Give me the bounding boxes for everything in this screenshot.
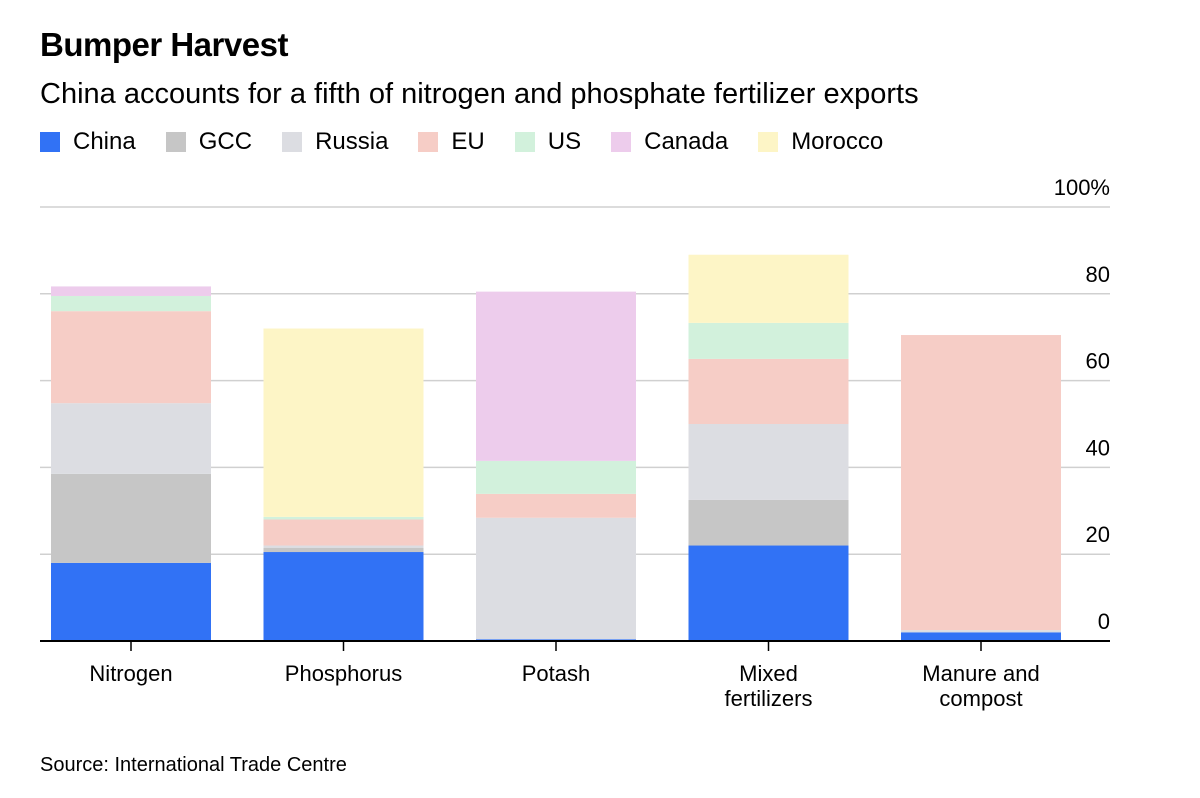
bar-nitrogen-eu: [51, 311, 211, 404]
chart-subtitle: China accounts for a fifth of nitrogen a…: [40, 78, 919, 110]
bar-mixed-fertilizers-us: [688, 322, 849, 359]
bar-nitrogen-gcc: [51, 473, 211, 563]
bar-nitrogen-china: [51, 562, 211, 641]
bar-potash-russia: [476, 517, 636, 640]
bar-phosphorus-russia: [263, 545, 424, 548]
legend-label-us: US: [547, 128, 582, 155]
legend-swatch-us: [514, 132, 535, 152]
legend-label-gcc: GCC: [198, 128, 253, 155]
bar-nitrogen-russia: [51, 403, 211, 474]
legend-swatch-russia: [282, 132, 303, 152]
legend-label-china: China: [73, 128, 136, 155]
bar-potash-eu: [476, 493, 636, 518]
legend-item-morocco: Morocco: [758, 128, 883, 156]
legend-label-canada: Canada: [644, 128, 729, 155]
legend-swatch-eu: [418, 132, 439, 152]
bar-mixed-fertilizers-gcc: [688, 499, 849, 546]
legend-swatch-canada: [611, 132, 632, 152]
bar-phosphorus-gcc: [263, 547, 424, 553]
legend-item-us: US: [514, 128, 582, 156]
x-tick-label-manure-and-compost: Manure and compost: [922, 661, 1039, 711]
y-tick-label-20: 20: [1086, 522, 1110, 547]
bar-manure-and-compost-china: [901, 632, 1061, 641]
bar-mixed-fertilizers-eu: [688, 358, 849, 424]
x-tick-label-phosphorus: Phosphorus: [285, 661, 402, 686]
bar-phosphorus-china: [263, 552, 424, 641]
x-tick-label-nitrogen: Nitrogen: [89, 661, 172, 686]
legend-item-china: China: [40, 128, 136, 156]
legend-label-russia: Russia: [315, 128, 389, 155]
y-tick-label-60: 60: [1086, 349, 1110, 374]
y-tick-label-100: 100%: [1054, 175, 1110, 200]
bar-phosphorus-morocco: [263, 328, 424, 517]
bar-phosphorus-us: [263, 516, 424, 520]
legend: China GCC Russia EU US Canada Morocco: [40, 128, 913, 156]
bar-manure-and-compost-eu: [901, 335, 1061, 631]
bar-manure-and-compost-russia: [901, 630, 1061, 633]
bar-potash-us: [476, 460, 636, 494]
bar-mixed-fertilizers-russia: [688, 424, 849, 500]
legend-swatch-china: [40, 132, 60, 152]
legend-item-canada: Canada: [611, 128, 728, 156]
bar-mixed-fertilizers-morocco: [688, 254, 849, 323]
y-tick-label-0: 0: [1098, 609, 1110, 634]
legend-label-morocco: Morocco: [791, 128, 884, 155]
source-note: Source: International Trade Centre: [40, 754, 347, 776]
legend-item-russia: Russia: [282, 128, 388, 156]
y-tick-label-40: 40: [1086, 435, 1110, 460]
bar-mixed-fertilizers-china: [688, 545, 849, 641]
bar-potash-canada: [476, 291, 636, 461]
legend-swatch-gcc: [165, 132, 186, 152]
bar-nitrogen-canada: [51, 286, 211, 296]
bar-nitrogen-us: [51, 295, 211, 312]
legend-label-eu: EU: [451, 128, 485, 155]
legend-item-gcc: GCC: [165, 128, 253, 156]
legend-item-eu: EU: [418, 128, 485, 156]
x-tick-label-potash: Potash: [522, 661, 591, 686]
bar-phosphorus-eu: [263, 519, 424, 546]
chart-title: Bumper Harvest: [40, 26, 288, 63]
y-tick-label-80: 80: [1086, 262, 1110, 287]
x-tick-label-mixed-fertilizers: Mixed fertilizers: [724, 661, 812, 711]
legend-swatch-morocco: [758, 132, 779, 152]
